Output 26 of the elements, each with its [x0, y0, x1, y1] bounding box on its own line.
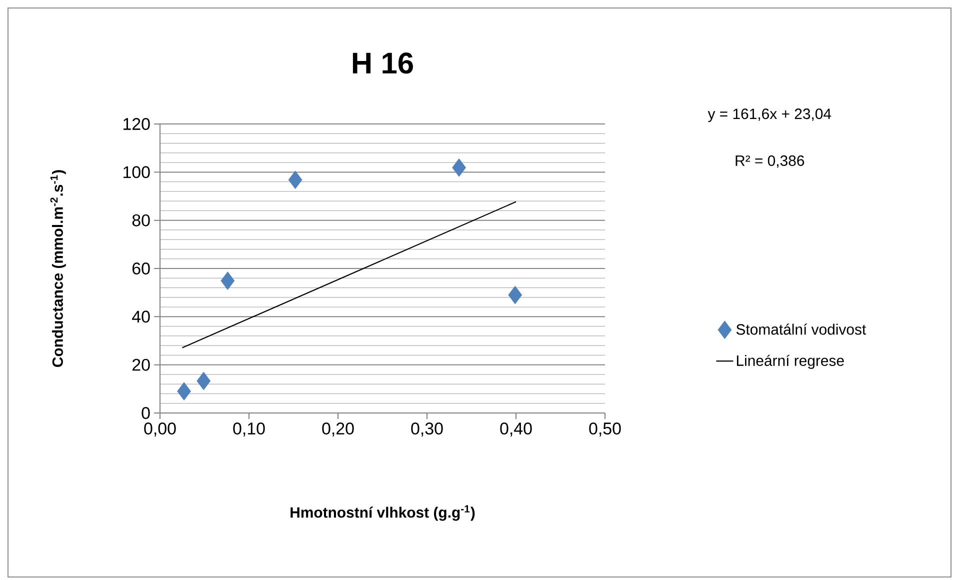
y-axis-title: Conductance (mmol.m$^{-2}$.s$^{-1}$) — [50, 170, 66, 367]
chart-title: H 16 — [352, 52, 413, 74]
point — [177, 382, 191, 401]
y-tick-label: 20 — [132, 358, 150, 371]
y-tick-label: 60 — [132, 262, 150, 274]
point — [288, 170, 302, 190]
y-tick-label: 100 — [124, 166, 150, 178]
y-tick-label: 0 — [142, 406, 150, 419]
point — [508, 286, 522, 304]
legend-label: Stomatální vodivost — [736, 324, 866, 335]
y-tick-label: 80 — [132, 214, 150, 226]
x-tick-label: 0,10 — [233, 422, 265, 437]
x-tick-label: 0,50 — [589, 422, 621, 437]
x-axis-title: Hmotnostní vlhkost (g.g$^{-1}$) — [290, 505, 475, 521]
x-tick-label: 0,30 — [411, 422, 443, 437]
y-tick-label: 120 — [124, 118, 150, 130]
text: R² = 0,386 — [736, 155, 804, 168]
point — [452, 158, 466, 177]
point — [196, 372, 211, 390]
legend-label: Lineární regrese — [736, 354, 844, 369]
x-tick-label: 0,20 — [322, 422, 354, 437]
text: y = 161,6x + 23,04 — [708, 108, 832, 122]
x-tick-label: 0,00 — [144, 422, 176, 437]
x-tick-label: 0,40 — [500, 422, 532, 437]
point — [220, 272, 235, 290]
y-tick-label: 40 — [132, 310, 150, 323]
